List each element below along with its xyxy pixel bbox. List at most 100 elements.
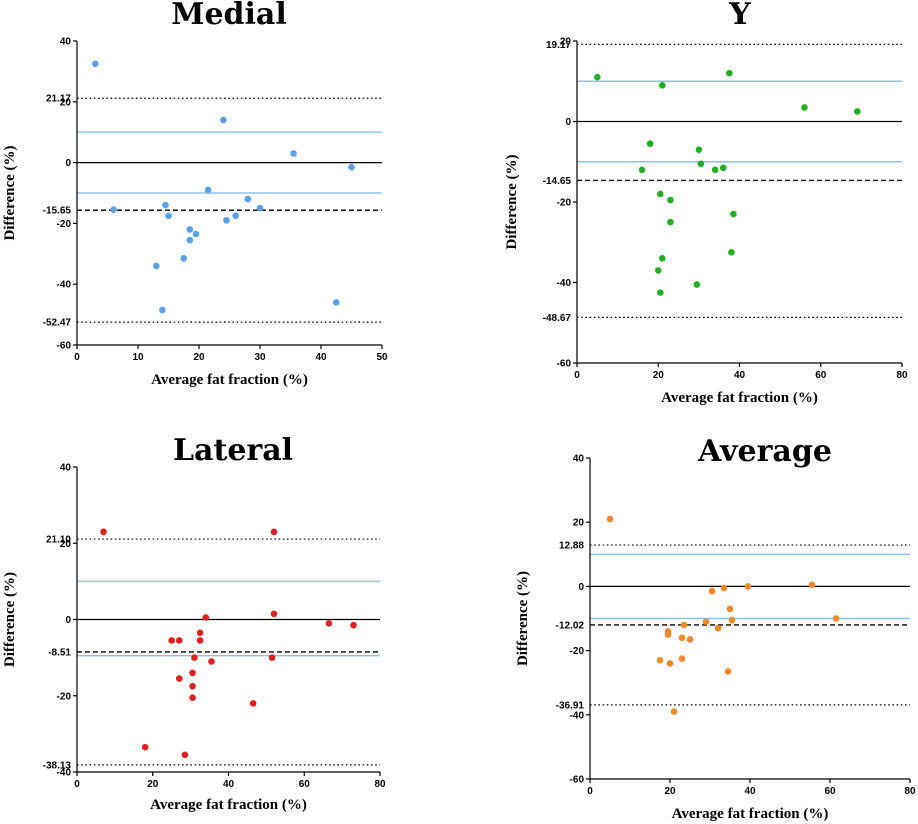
y-lower-loa-label: -48.67 [543,313,572,324]
y-data-point [697,160,705,168]
lateral-lower-loa-label: -38.13 [43,760,72,771]
y-upper-loa-label: 19.17 [546,40,571,51]
medial-data-point [180,255,188,262]
y-y-tick-label: -40 [557,278,572,289]
y-x-axis-label: Average fat fraction (%) [661,390,818,406]
average-x-tick-label: 20 [664,786,676,797]
medial-data-point [162,201,169,209]
average-data-point [720,584,728,592]
y-data-point [667,196,674,204]
y-data-point [656,190,664,198]
medial-data-point [110,206,117,214]
average-y-axis-label: Difference (%) [515,571,531,666]
medial-y-tick-label: 0 [65,158,71,169]
average-x-tick-label: 0 [587,786,593,797]
lateral-data-point [189,682,196,690]
medial-data-point [186,236,194,244]
lateral-x-tick-label: 0 [74,779,80,790]
average-data-point [678,634,686,642]
y-data-point [646,140,654,147]
medial-y-tick-label: -20 [57,219,72,230]
y-data-point [730,210,737,218]
lateral-data-point [325,620,333,627]
medial-chart-title: Medial [171,0,287,32]
y-data-point [667,218,674,226]
y-y-tick-label: 0 [565,117,571,128]
lateral-x-tick-label: 60 [299,779,311,790]
y-data-point [695,146,703,153]
lateral-x-tick-label: 80 [374,779,386,790]
medial-data-point [290,150,297,157]
y-data-point [654,267,662,274]
medial-data-point [223,217,230,224]
y-y-tick-label: -60 [557,359,572,370]
lateral-data-point [270,528,278,536]
lateral-y-tick-label: 0 [65,615,71,626]
y-data-point [801,104,808,111]
medial-upper-loa-label: 21.17 [46,94,71,105]
lateral-y-tick-label: -20 [57,691,72,702]
average-data-point [702,618,710,626]
lateral-data-point [268,654,276,661]
average-mean-label: -12.02 [556,620,585,631]
lateral-data-point [270,610,278,618]
medial-y-tick-label: -40 [57,280,72,291]
y-data-point [711,166,719,174]
average-x-tick-label: 60 [824,786,836,797]
average-data-point [726,605,734,613]
average-data-point [656,656,664,664]
medial-data-point [92,60,99,68]
average-data-point [808,581,816,589]
lateral-data-point [196,637,204,644]
medial-x-tick-label: 20 [193,352,205,363]
y-x-tick-label: 80 [896,370,908,381]
lateral-data-point [175,675,183,682]
y-data-point [638,166,646,174]
medial-data-point [159,306,166,314]
average-data-point [832,615,840,622]
medial-y-axis-label: Difference (%) [2,145,18,240]
average-data-point [606,515,614,523]
lateral-y-axis-label: Difference (%) [2,572,18,667]
average-x-tick-label: 40 [744,786,756,797]
medial-lower-loa-label: -52.47 [43,318,72,329]
y-y-axis-label: Difference (%) [504,154,520,249]
y-data-point [656,289,664,296]
medial-y-tick-label: 20 [60,97,72,108]
medial-data-point [332,299,340,306]
y-data-point [594,73,601,81]
medial-y-tick-label: -60 [57,341,72,352]
lateral-data-point [350,621,357,629]
lateral-data-point [191,654,198,661]
lateral-data-point [181,751,189,759]
average-y-tick-label: 0 [578,582,584,593]
average-data-point [728,616,736,624]
y-data-point [854,108,861,115]
lateral-data-point [189,694,196,701]
y-x-tick-label: 0 [574,370,580,381]
y-x-tick-label: 40 [734,370,746,381]
average-y-tick-label: -60 [570,775,585,786]
medial-data-point [204,186,212,194]
lateral-mean-label: -8.51 [48,647,71,658]
average-x-axis-label: Average fat fraction (%) [672,806,829,822]
y-data-point [659,255,666,262]
medial-data-point [244,195,252,203]
lateral-x-tick-label: 20 [147,779,159,790]
lateral-data-point [100,528,107,536]
medial-x-tick-label: 0 [74,352,80,363]
medial-x-tick-label: 40 [315,352,327,363]
medial-data-point [256,204,264,212]
average-y-tick-label: 20 [573,518,585,529]
medial-mean-label: -15.65 [43,206,72,217]
average-data-point [664,631,672,638]
lateral-y-tick-label: 20 [60,539,72,550]
average-data-point [724,668,732,675]
medial-data-point [186,226,194,233]
lateral-y-tick-label: -40 [57,768,72,779]
y-data-point [719,164,727,172]
average-data-point [670,708,678,715]
average-y-tick-label: -20 [570,646,585,657]
